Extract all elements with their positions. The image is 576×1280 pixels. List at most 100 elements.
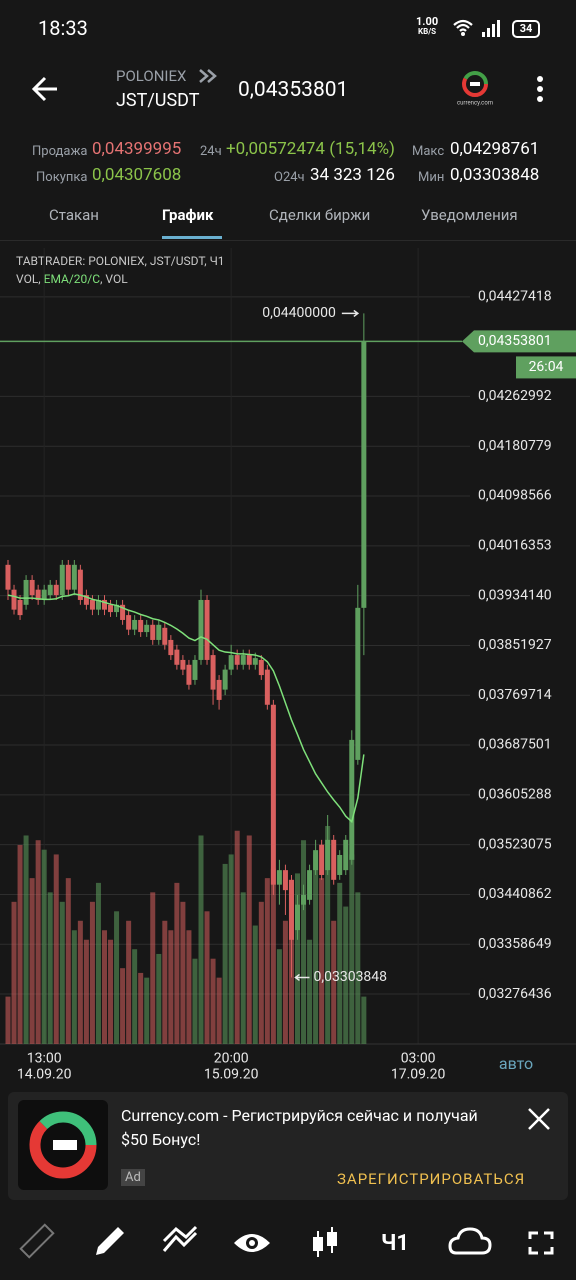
current-price-tag [462, 330, 576, 353]
volume-bar [132, 949, 138, 1044]
candle-body [71, 564, 77, 590]
volume-bar [114, 911, 120, 1044]
y-tick-label: 0,03276436 [478, 986, 552, 1002]
volume-bar [246, 835, 252, 1044]
candle-body [53, 584, 59, 596]
volume-bar [126, 920, 132, 1044]
max-arrow [341, 309, 360, 318]
indicator: EMA/20/C [44, 272, 101, 286]
tab[interactable]: Сделки биржи [269, 206, 371, 224]
timer-box [516, 356, 576, 379]
candle-body [162, 627, 168, 645]
volume-bar [301, 840, 307, 1044]
candle-body [77, 569, 83, 600]
indicator: VOL, [16, 272, 44, 286]
auto-scale-button[interactable]: авто [499, 1054, 533, 1073]
menu-button[interactable] [533, 75, 547, 105]
draw-tool[interactable] [96, 1227, 124, 1255]
candle-body [35, 589, 41, 600]
candle-body [65, 564, 71, 590]
tab-indicator [162, 236, 222, 239]
back-button[interactable] [30, 75, 60, 105]
volume-bar [192, 958, 198, 1044]
volume-bar [361, 996, 367, 1044]
change-label: 24ч [200, 144, 222, 159]
tab-active[interactable]: График [162, 206, 214, 224]
indicator-tool[interactable] [162, 1225, 198, 1252]
candle-body [222, 669, 228, 690]
volume-bar [349, 854, 355, 1044]
volume-bar [120, 968, 126, 1044]
y-tick-label: 0,03605288 [478, 787, 552, 803]
candle-body [29, 579, 35, 596]
ad-icon[interactable] [18, 1100, 108, 1190]
candle-body [355, 607, 361, 760]
volume-bar [29, 878, 35, 1044]
volume-bar [53, 854, 59, 1044]
candle-body [337, 854, 343, 875]
last-price: 0,04353801 [238, 78, 349, 102]
volume-bar [252, 925, 258, 1044]
currency-logo[interactable]: currency.com [455, 70, 495, 110]
volume-bar [138, 972, 144, 1044]
current-price-label: 0,04353801 [478, 333, 552, 349]
cloud-tool[interactable] [448, 1227, 492, 1255]
volume-bar [264, 878, 270, 1044]
volume-bar [234, 830, 240, 1044]
ema-line [7, 593, 365, 824]
interval-button[interactable]: Ч1 [381, 1231, 409, 1256]
chart-type-tool[interactable] [313, 1227, 337, 1257]
ruler-tool[interactable] [19, 1223, 55, 1259]
tab[interactable]: Уведомления [421, 206, 518, 224]
tab[interactable]: Стакан [49, 206, 99, 224]
candle-body [319, 844, 325, 875]
volume-bar [313, 854, 319, 1044]
candle-body [228, 655, 234, 670]
y-tick-label: 0,03523075 [478, 836, 552, 852]
volume-bar [198, 835, 204, 1044]
min-arrow [294, 973, 310, 982]
max-annotation: 0,04400000 [262, 305, 336, 321]
fullscreen-tool[interactable] [528, 1231, 554, 1255]
candle-body [331, 839, 337, 880]
sell-label: Продажа [32, 144, 88, 159]
candle-body [234, 655, 240, 665]
volume-bar [331, 920, 337, 1044]
y-tick-label: 0,04016353 [478, 538, 552, 554]
x-tick-date: 14.09.20 [17, 1067, 72, 1083]
divider [0, 240, 576, 241]
volume-bar [17, 844, 23, 1044]
candle-body [343, 839, 349, 871]
ad-close[interactable] [527, 1107, 551, 1131]
candle-body [114, 604, 120, 613]
ad-cta[interactable]: ЗАРЕГИСТРИРОВАТЬСЯ [337, 1170, 526, 1188]
ad-title[interactable]: Currency.com - Регистрируйся сейчас и по… [121, 1104, 478, 1152]
volume-bar [186, 930, 192, 1044]
volume-bar [23, 835, 29, 1044]
status-icons [453, 19, 500, 37]
exchange-icon [199, 69, 217, 83]
candle-body [307, 870, 313, 900]
volume-bar [156, 953, 162, 1044]
candle-body [11, 589, 17, 610]
candle-body [276, 870, 282, 885]
candle-body [288, 879, 294, 940]
candle-body [349, 739, 355, 860]
visibility-tool[interactable] [234, 1234, 270, 1252]
volume-bar [108, 939, 114, 1044]
x-tick-label: 13:00 [27, 1051, 62, 1067]
chart-title: TABTRADER: POLONIEX, JST/USDT, Ч1 [16, 254, 225, 268]
y-tick-label: 0,03851927 [478, 637, 552, 653]
candle-body [240, 655, 246, 665]
candle-body [108, 604, 114, 613]
candle-body [17, 599, 23, 616]
ad-title-line: Currency.com - Регистрируйся сейчас и по… [121, 1106, 478, 1125]
volume-bar [35, 840, 41, 1044]
chart[interactable]: TABTRADER: POLONIEX, JST/USDT, Ч1 VOL, E… [0, 240, 576, 1090]
candle-body [156, 624, 162, 640]
buy-value: 0,04307608 [92, 165, 182, 185]
x-tick-date: 17.09.20 [391, 1067, 446, 1083]
volume-bar [71, 930, 77, 1044]
volume-bar [343, 906, 349, 1044]
volume-bar [210, 958, 216, 1044]
